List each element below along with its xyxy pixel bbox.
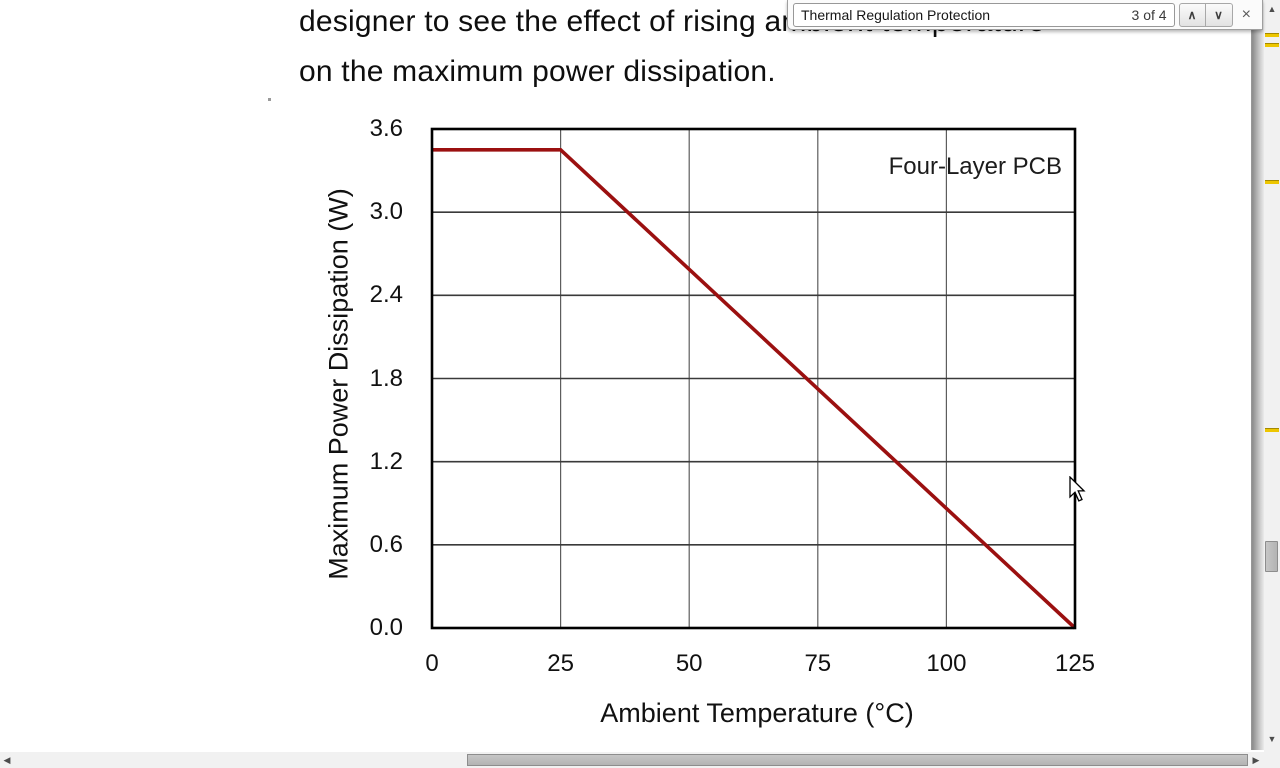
close-icon: ×: [1241, 5, 1251, 23]
find-match-marker: [1265, 428, 1279, 432]
scroll-down-arrow-icon[interactable]: ▼: [1267, 734, 1277, 744]
x-tick-label: 0: [425, 650, 439, 677]
find-next-button[interactable]: ∨: [1205, 2, 1233, 27]
find-search-input[interactable]: Thermal Regulation Protection 3 of 4: [793, 2, 1175, 27]
chart-annotation: Four-Layer PCB: [888, 153, 1062, 180]
chevron-up-icon: ∧: [1187, 7, 1197, 22]
scroll-left-arrow-icon[interactable]: ◀: [3, 755, 11, 765]
find-match-count: 3 of 4: [1131, 6, 1167, 23]
find-toolbar: Thermal Regulation Protection 3 of 4 ∧ ∨…: [787, 0, 1263, 30]
stray-mark: [268, 98, 271, 101]
x-tick-label: 25: [547, 650, 574, 677]
page-edge-shadow: [1251, 0, 1264, 750]
find-match-marker: [1265, 33, 1279, 37]
vertical-scrollbar[interactable]: ▲ ▼: [1264, 0, 1280, 750]
y-tick-label: 3.0: [369, 198, 403, 226]
paragraph-line-2: on the maximum power dissipation.: [299, 55, 776, 88]
scroll-up-arrow-icon[interactable]: ▲: [1267, 4, 1277, 14]
x-tick-label: 125: [1054, 650, 1096, 677]
y-tick-label: 1.2: [369, 447, 403, 475]
y-tick-label: 2.4: [369, 281, 403, 309]
horizontal-scrollbar-thumb[interactable]: [467, 754, 1248, 766]
find-query-text: Thermal Regulation Protection: [801, 6, 991, 23]
vertical-scrollbar-thumb[interactable]: [1265, 541, 1278, 572]
y-tick-label: 3.6: [369, 115, 403, 142]
x-tick-label: 50: [675, 650, 703, 677]
scroll-right-arrow-icon[interactable]: ▶: [1252, 755, 1260, 765]
scrollbar-corner: [1264, 750, 1280, 768]
find-match-marker: [1265, 43, 1279, 47]
y-tick-label: 0.6: [369, 530, 403, 558]
x-tick-label: 75: [804, 650, 832, 677]
horizontal-scrollbar[interactable]: ◀ ▶: [0, 752, 1264, 768]
chevron-down-icon: ∨: [1214, 7, 1223, 22]
x-axis-title: Ambient Temperature (°C): [600, 698, 914, 728]
plot-area: [430, 127, 1077, 630]
find-previous-button[interactable]: ∧: [1178, 2, 1206, 27]
find-close-button[interactable]: ×: [1235, 6, 1258, 24]
find-match-marker: [1265, 180, 1279, 184]
x-tick-label: 100: [926, 650, 967, 677]
y-tick-label: 1.8: [369, 364, 403, 392]
y-tick-label: 0.0: [369, 614, 403, 641]
find-nav-buttons: ∧ ∨: [1178, 2, 1233, 27]
